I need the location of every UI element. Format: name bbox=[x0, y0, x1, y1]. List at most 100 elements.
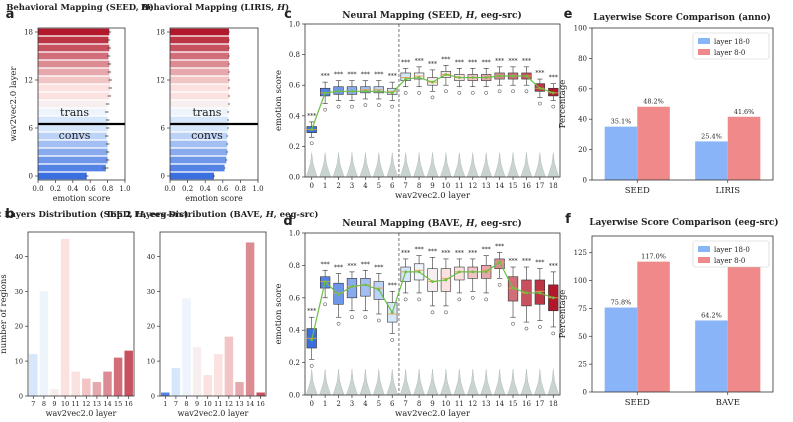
panel-c-title: Neural Mapping (SEED, H, eeg-src) bbox=[342, 10, 521, 21]
x-tick-label: 9 bbox=[430, 182, 434, 190]
x-tick-label: 15 bbox=[114, 400, 122, 408]
violin-layer-18 bbox=[547, 152, 560, 178]
x-tick-label: 4 bbox=[363, 182, 368, 190]
x-tick-label: 7 bbox=[403, 182, 407, 190]
bar-layer-15 bbox=[113, 357, 123, 396]
x-tick-label: 7 bbox=[403, 400, 407, 408]
box-layer-4 bbox=[360, 278, 371, 297]
x-tick-label: 12 bbox=[225, 400, 233, 408]
bar-layer-12 bbox=[224, 336, 234, 396]
mean-marker-layer-14 bbox=[498, 74, 502, 78]
significance-label: *** bbox=[468, 59, 477, 66]
significance-label: *** bbox=[482, 247, 491, 254]
y-axis-label: emotion score bbox=[274, 284, 284, 345]
bar-layer-10 bbox=[203, 375, 212, 396]
axes-frame bbox=[27, 231, 135, 397]
bar-layer-12 bbox=[38, 76, 111, 84]
y-tick-label: 0.4 bbox=[289, 112, 301, 120]
trans-annotation: trans bbox=[60, 106, 89, 119]
x-tick-label: SEED bbox=[625, 398, 650, 408]
bar-layer-3 bbox=[38, 148, 108, 156]
mean-marker-layer-18 bbox=[551, 296, 555, 300]
bar-layer-14 bbox=[170, 60, 229, 68]
significance-label: *** bbox=[522, 58, 531, 65]
significance-label: *** bbox=[347, 72, 356, 79]
y-axis-label: emotion score bbox=[274, 70, 284, 131]
x-tick-label: 8 bbox=[42, 400, 46, 408]
x-axis-label: wav2vec2.0 layer bbox=[395, 409, 471, 419]
y-tick-label: 0.8 bbox=[289, 262, 300, 270]
y-tick-label: 12 bbox=[24, 77, 33, 85]
mean-marker-layer-1 bbox=[323, 91, 327, 95]
x-tick-label: 3 bbox=[350, 400, 354, 408]
y-tick-label: 0.6 bbox=[289, 82, 301, 90]
panel-b1-title: Top 2 Layers Distribution (SEED, H, eeg-… bbox=[0, 209, 188, 220]
significance-label: *** bbox=[428, 248, 437, 255]
bar-layer-14 bbox=[38, 60, 110, 68]
y-tick-label: 0.0 bbox=[289, 392, 300, 400]
x-tick-label: 1.0 bbox=[252, 185, 263, 193]
y-tick-label: 0.0 bbox=[289, 174, 300, 182]
bar-layer-18 bbox=[170, 28, 229, 36]
x-tick-label: 5 bbox=[377, 182, 381, 190]
outlier-layer-7 bbox=[403, 91, 408, 95]
bar-seed-series-0 bbox=[604, 307, 638, 392]
x-tick-label: 11 bbox=[214, 400, 222, 408]
x-tick-label: 15 bbox=[509, 400, 518, 408]
mean-marker-layer-8 bbox=[417, 270, 421, 274]
x-tick-label: 1 bbox=[323, 400, 327, 408]
y-tick-label: 6 bbox=[29, 125, 34, 133]
significance-label: *** bbox=[522, 258, 531, 265]
panel-d-title: Neural Mapping (BAVE, H, eeg-src) bbox=[342, 218, 522, 229]
x-tick-label: 8 bbox=[184, 400, 188, 408]
y-tick-label: 80 bbox=[578, 55, 587, 63]
bar-layer-5 bbox=[170, 132, 228, 140]
bar-layer-7 bbox=[38, 116, 108, 124]
x-tick-label: 12 bbox=[468, 400, 477, 408]
axes-frame bbox=[159, 231, 267, 397]
bar-layer-1 bbox=[161, 392, 170, 396]
bar-layer-5 bbox=[38, 132, 107, 140]
x-tick-label: 3 bbox=[350, 182, 354, 190]
y-tick-label: 125 bbox=[574, 249, 587, 257]
outlier-layer-4 bbox=[363, 103, 368, 107]
outlier-layer-2 bbox=[336, 321, 341, 326]
box-layer-3 bbox=[346, 278, 358, 299]
panel-a2-title: Behavioral Mapping (LIRIS, H) bbox=[141, 2, 289, 13]
legend-box bbox=[692, 32, 770, 60]
x-tick-label: 13 bbox=[482, 182, 491, 190]
mean-marker-layer-6 bbox=[390, 310, 394, 314]
outlier-layer-9 bbox=[430, 310, 435, 315]
significance-label: *** bbox=[495, 58, 504, 65]
bar-layer-13 bbox=[92, 382, 102, 396]
bar-seed-series-1 bbox=[637, 261, 670, 392]
x-tick-label: 7 bbox=[174, 400, 178, 408]
bar-layer-0 bbox=[38, 172, 87, 180]
bar-liris-series-0 bbox=[695, 141, 728, 180]
bar-layer-8 bbox=[39, 291, 49, 396]
mean-marker-layer-11 bbox=[457, 270, 461, 274]
axes-frame bbox=[591, 27, 774, 181]
bar-layer-4 bbox=[170, 140, 228, 148]
violin-layer-6 bbox=[386, 369, 399, 396]
x-tick-label: 8 bbox=[417, 400, 421, 408]
bar-layer-11 bbox=[170, 84, 229, 92]
y-axis-label: Percentage bbox=[558, 290, 568, 339]
y-tick-label: 0.6 bbox=[289, 294, 301, 302]
mean-marker-layer-0 bbox=[310, 128, 314, 131]
bar-layer-12 bbox=[170, 76, 229, 84]
panel-label-f: f bbox=[565, 212, 571, 227]
bar-layer-1 bbox=[170, 164, 225, 172]
legend-swatch-0 bbox=[698, 246, 710, 252]
violin-layer-1 bbox=[319, 152, 332, 178]
y-tick-label: 40 bbox=[15, 253, 23, 261]
mean-marker-layer-4 bbox=[363, 283, 367, 287]
bar-layer-11 bbox=[71, 371, 80, 396]
significance-label: *** bbox=[415, 247, 424, 254]
x-tick-label: 0.0 bbox=[164, 185, 175, 193]
bar-layer-16 bbox=[170, 44, 229, 52]
bar-layer-11 bbox=[38, 84, 111, 92]
mean-marker-layer-12 bbox=[471, 76, 475, 79]
outlier-layer-10 bbox=[444, 89, 448, 94]
significance-label: *** bbox=[509, 258, 518, 265]
